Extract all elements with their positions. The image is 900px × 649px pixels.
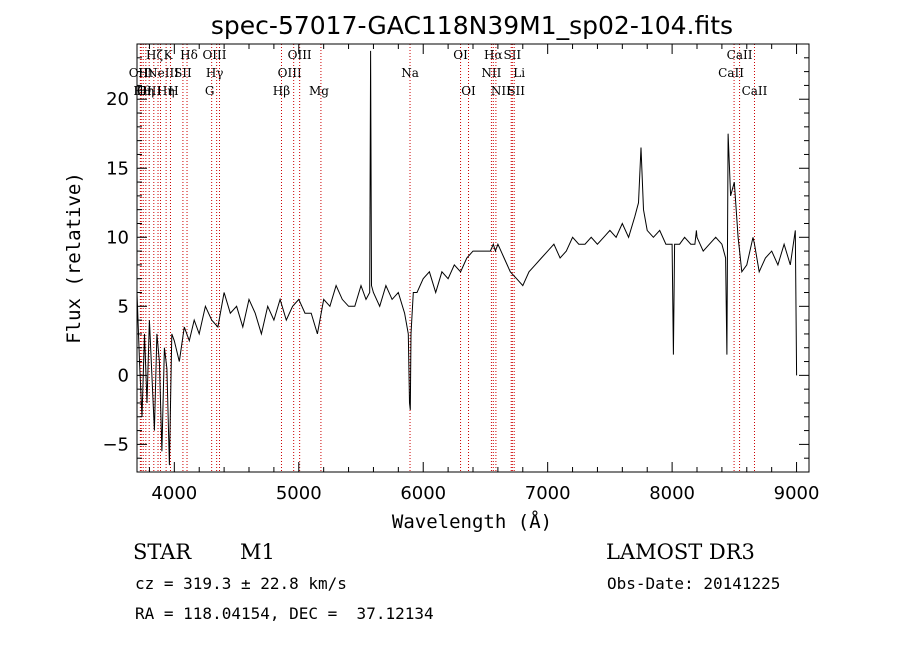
survey-name: LAMOST DR3 — [606, 540, 755, 564]
y-tick-label-1: 0 — [118, 365, 129, 386]
line-label-13: Hγ — [206, 66, 224, 80]
line-label-17: OIII — [288, 48, 312, 62]
x-tick-label-3: 7000 — [525, 483, 571, 504]
line-label-3: Hι — [138, 66, 153, 80]
x-tick-label-4: 8000 — [649, 483, 695, 504]
y-tick-label-0: −5 — [102, 434, 129, 455]
line-label-6: NeIII — [147, 66, 179, 80]
line-label-23: Hα — [484, 48, 503, 62]
y-axis-label: Flux (relative) — [63, 172, 85, 344]
line-label-5: Hη — [157, 84, 175, 98]
line-label-7: Hζ — [146, 48, 163, 62]
line-label-15: Hβ — [273, 84, 290, 98]
line-label-0: OII — [129, 66, 149, 80]
line-label-30: CaII — [742, 84, 768, 98]
x-tick-label-2: 6000 — [400, 483, 446, 504]
line-label-21: OI — [461, 84, 476, 98]
x-tick-label-5: 9000 — [774, 483, 820, 504]
line-label-9: H — [168, 84, 178, 98]
line-label-4: OIII — [137, 84, 161, 98]
line-label-2: Hη — [136, 84, 154, 98]
line-label-22: NII — [481, 66, 501, 80]
chart-title: spec-57017-GAC118N39M1_sp02-104.fits — [211, 11, 733, 40]
y-tick-label-5: 20 — [106, 89, 129, 110]
object-subclass: M1 — [240, 540, 275, 564]
line-label-28: CaII — [718, 66, 744, 80]
object-type: STAR — [133, 540, 192, 564]
x-tick-label-1: 5000 — [276, 483, 322, 504]
line-label-19: Na — [401, 66, 419, 80]
observation-date: Obs-Date: 20141225 — [607, 574, 781, 593]
line-label-20: OI — [453, 48, 468, 62]
line-label-16: OIII — [278, 66, 302, 80]
line-label-10: SII — [174, 66, 192, 80]
y-tick-label-4: 15 — [106, 158, 129, 179]
line-label-18: Mg — [309, 84, 329, 98]
sky-coordinates: RA = 118.04154, DEC = 37.12134 — [135, 604, 434, 623]
y-tick-label-3: 10 — [106, 227, 129, 248]
axis-ticks: 4000 5000 6000 7000 8000 9000 −5 0 5 10 15 20 — [102, 44, 819, 504]
line-label-12: G — [205, 84, 215, 98]
line-label-27: SII — [507, 84, 525, 98]
line-label-14: OIII — [202, 48, 226, 62]
line-label-24: NII — [491, 84, 511, 98]
line-label-8: K — [164, 48, 174, 62]
line-label-29: CaII — [727, 48, 753, 62]
line-label-26: SII — [503, 48, 521, 62]
x-tick-label-0: 4000 — [151, 483, 197, 504]
line-label-1: Hθ — [133, 84, 151, 98]
x-axis-label: Wavelength (Å) — [392, 510, 552, 533]
spectrum-series — [136, 50, 798, 466]
y-tick-label-2: 5 — [118, 296, 129, 317]
series-line-flux — [136, 50, 798, 466]
line-label-25: Li — [513, 66, 525, 80]
redshift-velocity: cz = 319.3 ± 22.8 km/s — [135, 574, 347, 593]
line-label-11: Hδ — [180, 48, 198, 62]
plot-frame — [136, 43, 810, 473]
